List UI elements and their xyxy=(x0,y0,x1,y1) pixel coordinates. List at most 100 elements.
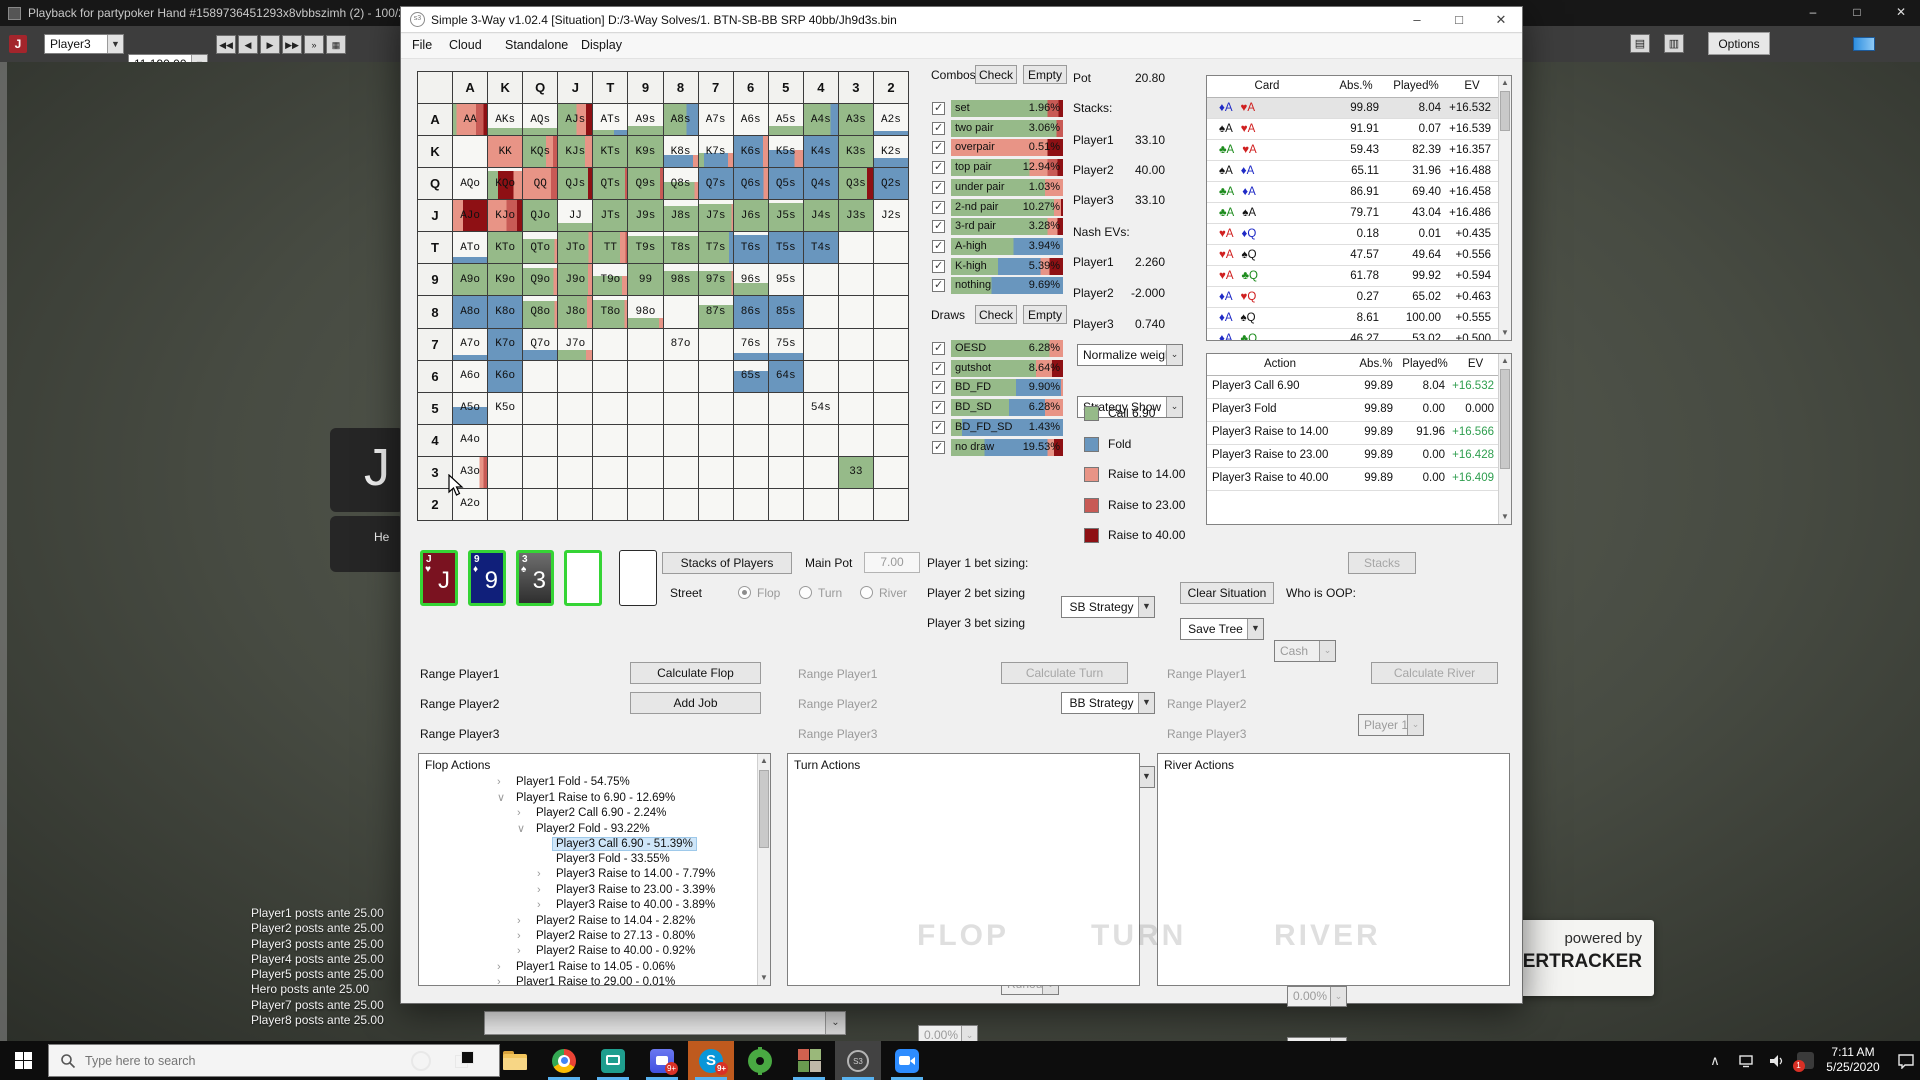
matrix-cell[interactable]: KTo xyxy=(488,232,523,264)
matrix-cell[interactable] xyxy=(488,424,523,456)
action-center-icon[interactable] xyxy=(1892,1041,1920,1080)
matrix-cell[interactable]: JTo xyxy=(558,232,593,264)
playback-button[interactable]: ◀◀ xyxy=(216,35,236,54)
background-minimize-button[interactable]: – xyxy=(1809,5,1817,19)
tree-item[interactable]: Player3 Call 6.90 - 51.39% xyxy=(419,836,770,853)
tray-chevron-icon[interactable]: ∧ xyxy=(1710,1052,1720,1068)
task-view-icon[interactable] xyxy=(442,1041,488,1080)
matrix-cell[interactable]: T8o xyxy=(593,296,628,328)
matrix-cell[interactable]: 85s xyxy=(768,296,803,328)
matrix-cell[interactable]: Q9s xyxy=(628,168,663,200)
board-card[interactable]: 3 ♠ 3 xyxy=(516,550,554,606)
background-maximize-button[interactable]: □ xyxy=(1853,5,1861,19)
combo-bar[interactable]: A-high 3.94% xyxy=(951,237,1063,255)
matrix-cell[interactable]: Q7o xyxy=(523,328,558,360)
matrix-cell[interactable]: J7o xyxy=(558,328,593,360)
card-table-row[interactable]: ♣A ♠A 79.71 43.04 +16.486 xyxy=(1207,203,1511,224)
toolbar-icon-2[interactable]: ▥ xyxy=(1664,34,1684,53)
toolbar-icon-1[interactable]: ▤ xyxy=(1630,34,1650,53)
matrix-cell[interactable] xyxy=(733,488,768,520)
matrix-cell[interactable] xyxy=(803,296,838,328)
matrix-cell[interactable]: 98o xyxy=(628,296,663,328)
matrix-cell[interactable] xyxy=(838,424,873,456)
board-card[interactable]: J ♥ J xyxy=(420,550,458,606)
matrix-cell[interactable] xyxy=(873,232,908,264)
cortana-icon[interactable] xyxy=(398,1041,444,1080)
draws-check-button[interactable]: Check xyxy=(975,305,1017,324)
tree-item-label[interactable]: Player2 Fold - 93.22% xyxy=(536,823,650,836)
matrix-cell[interactable] xyxy=(523,456,558,488)
matrix-cell[interactable]: T7s xyxy=(698,232,733,264)
add-job-button[interactable]: Add Job xyxy=(630,692,761,714)
network-icon[interactable] xyxy=(1732,1041,1762,1080)
checkbox-checked[interactable] xyxy=(932,380,945,395)
scroll-up-icon[interactable]: ▲ xyxy=(1501,356,1509,365)
matrix-cell[interactable]: 86s xyxy=(733,296,768,328)
matrix-cell[interactable] xyxy=(593,328,628,360)
stacks-of-players-button[interactable]: Stacks of Players xyxy=(662,552,792,574)
scroll-down-icon[interactable]: ▼ xyxy=(1501,512,1509,521)
card-table-scrollbar[interactable]: ▲ ▼ xyxy=(1498,76,1511,340)
menu-cloud[interactable]: Cloud xyxy=(449,38,482,52)
matrix-cell[interactable]: T9o xyxy=(593,264,628,296)
matrix-cell[interactable]: A3s xyxy=(838,104,873,136)
matrix-cell[interactable]: T8s xyxy=(663,232,698,264)
matrix-cell[interactable]: J7s xyxy=(698,200,733,232)
matrix-cell[interactable] xyxy=(628,424,663,456)
tree-item[interactable]: ∨ Player1 Raise to 6.90 - 12.69% xyxy=(419,791,770,806)
matrix-cell[interactable]: 98s xyxy=(663,264,698,296)
matrix-cell[interactable] xyxy=(558,360,593,392)
minimize-button[interactable]: – xyxy=(1413,12,1421,27)
matrix-cell[interactable]: AQo xyxy=(453,168,488,200)
matrix-cell[interactable]: T5s xyxy=(768,232,803,264)
combo-bar[interactable]: overpair 0.51% xyxy=(951,139,1063,157)
matrix-cell[interactable]: A7s xyxy=(698,104,733,136)
matrix-cell[interactable]: A6s xyxy=(733,104,768,136)
matrix-cell[interactable] xyxy=(698,360,733,392)
matrix-cell[interactable]: QJs xyxy=(558,168,593,200)
matrix-cell[interactable] xyxy=(523,424,558,456)
matrix-cell[interactable] xyxy=(523,392,558,424)
matrix-cell[interactable] xyxy=(663,392,698,424)
matrix-cell[interactable] xyxy=(698,488,733,520)
taskbar-clock[interactable]: 7:11 AM 5/25/2020 xyxy=(1826,1045,1880,1074)
playback-button[interactable]: ▦ xyxy=(326,35,346,54)
card-table-row[interactable]: ♥A ♠Q 47.57 49.64 +0.556 xyxy=(1207,245,1511,266)
tree-expanded-icon[interactable]: ∨ xyxy=(517,823,526,836)
matrix-cell[interactable]: A6o xyxy=(453,360,488,392)
matrix-cell[interactable]: 95s xyxy=(768,264,803,296)
matrix-cell[interactable] xyxy=(698,392,733,424)
matrix-cell[interactable]: Q7s xyxy=(698,168,733,200)
background-close-button[interactable]: ✕ xyxy=(1895,5,1907,19)
matrix-cell[interactable]: AQs xyxy=(523,104,558,136)
matrix-cell[interactable]: A7o xyxy=(453,328,488,360)
checkbox-checked[interactable] xyxy=(932,121,945,135)
matrix-cell[interactable] xyxy=(873,328,908,360)
tree-expanded-icon[interactable]: ∨ xyxy=(497,792,506,805)
matrix-cell[interactable] xyxy=(593,488,628,520)
combo-bar[interactable]: K-high 5.39% xyxy=(951,257,1063,275)
river-range-p1-combo[interactable]: 0.00% ⌄ xyxy=(1287,986,1347,1007)
poker-app-icon[interactable] xyxy=(590,1041,636,1080)
checkbox-checked[interactable] xyxy=(932,400,945,415)
card-table-row[interactable]: ♥A ♦Q 0.18 0.01 +0.435 xyxy=(1207,224,1511,245)
matrix-cell[interactable]: K5s xyxy=(768,136,803,168)
matrix-cell[interactable]: K8o xyxy=(488,296,523,328)
matrix-cell[interactable]: Q4s xyxy=(803,168,838,200)
tree-item[interactable]: › Player3 Raise to 23.00 - 3.39% xyxy=(419,884,770,899)
matrix-cell[interactable] xyxy=(803,456,838,488)
checkbox-checked[interactable] xyxy=(932,278,945,293)
checkbox-checked[interactable] xyxy=(932,239,945,253)
matrix-cell[interactable] xyxy=(803,360,838,392)
calculate-turn-button[interactable]: Calculate Turn xyxy=(1001,662,1128,684)
matrix-cell[interactable]: 76s xyxy=(733,328,768,360)
matrix-cell[interactable]: K6o xyxy=(488,360,523,392)
matrix-cell[interactable]: T4s xyxy=(803,232,838,264)
tree-item[interactable]: › Player2 Raise to 27.13 - 0.80% xyxy=(419,930,770,945)
hand-matrix[interactable]: A K Q J T 9 8 7 6 5 4 3 2 A AA AKs AQs AJs ATs A9s A8s A7s A6s… xyxy=(417,71,909,521)
tree-item-label[interactable]: Player3 Fold - 33.55% xyxy=(556,853,670,865)
matrix-cell[interactable] xyxy=(873,456,908,488)
matrix-cell[interactable]: Q8s xyxy=(663,168,698,200)
matrix-cell[interactable]: QTs xyxy=(593,168,628,200)
matrix-cell[interactable] xyxy=(628,456,663,488)
